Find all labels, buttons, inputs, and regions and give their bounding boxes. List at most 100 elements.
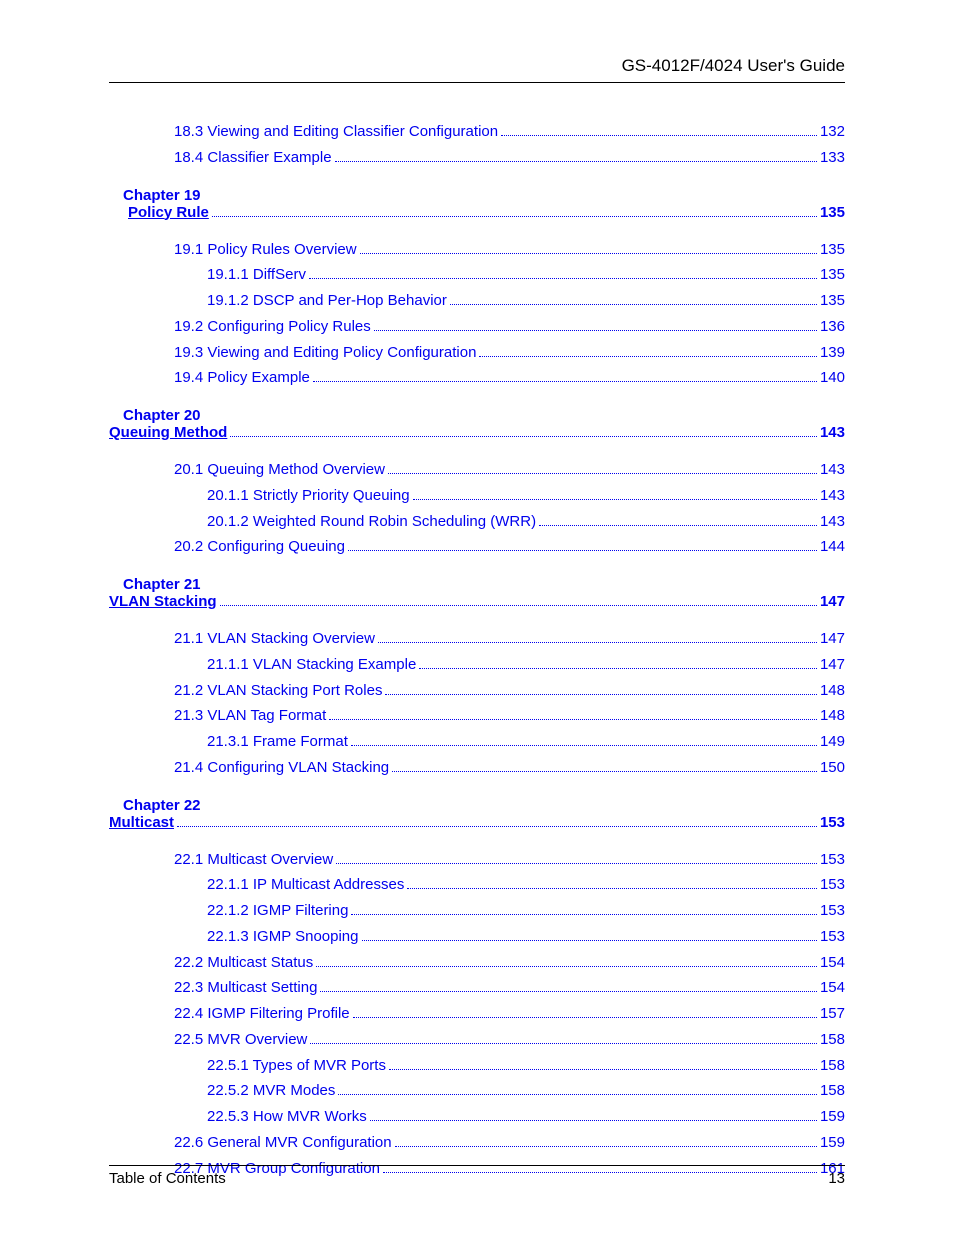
toc-link[interactable]: 22.4 IGMP Filtering Profile (174, 1003, 350, 1025)
toc-page-number[interactable]: 149 (820, 731, 845, 753)
toc-page-number[interactable]: 154 (820, 952, 845, 974)
toc-link[interactable]: 22.5.2 MVR Modes (207, 1080, 335, 1102)
toc-page-number[interactable]: 136 (820, 316, 845, 338)
toc-link[interactable]: 22.5.1 Types of MVR Ports (207, 1055, 386, 1077)
chapter-page-number[interactable]: 135 (820, 204, 845, 221)
toc-link[interactable]: 21.2 VLAN Stacking Port Roles (174, 680, 382, 702)
toc-link[interactable]: 21.3.1 Frame Format (207, 731, 348, 753)
toc-page-number[interactable]: 143 (820, 511, 845, 533)
toc-link[interactable]: 22.2 Multicast Status (174, 952, 313, 974)
toc-page-number[interactable]: 148 (820, 680, 845, 702)
toc-entry: 22.1 Multicast Overview 153 (109, 849, 845, 871)
chapter-label[interactable]: Chapter 20 (109, 407, 845, 424)
chapter-title-link[interactable]: VLAN Stacking (109, 593, 217, 610)
toc-link[interactable]: 22.1 Multicast Overview (174, 849, 333, 871)
toc-link[interactable]: 19.2 Configuring Policy Rules (174, 316, 371, 338)
toc-link[interactable]: 21.3 VLAN Tag Format (174, 705, 326, 727)
toc-page-number[interactable]: 135 (820, 239, 845, 261)
chapter-title-link[interactable]: Multicast (109, 814, 174, 831)
toc-link[interactable]: 20.2 Configuring Queuing (174, 536, 345, 558)
toc-page-number[interactable]: 159 (820, 1106, 845, 1128)
toc-entry: 22.5.2 MVR Modes 158 (109, 1080, 845, 1102)
toc-leader-dots (392, 771, 817, 772)
toc-page-number[interactable]: 158 (820, 1080, 845, 1102)
toc-link[interactable]: 20.1.1 Strictly Priority Queuing (207, 485, 410, 507)
chapter-entries: 20.1 Queuing Method Overview 143 20.1.1 S… (109, 459, 845, 558)
toc-entry: 22.5.1 Types of MVR Ports 158 (109, 1055, 845, 1077)
toc-link[interactable]: 19.1.1 DiffServ (207, 264, 306, 286)
toc-link[interactable]: 22.6 General MVR Configuration (174, 1132, 392, 1154)
toc-link[interactable]: 19.3 Viewing and Editing Policy Configur… (174, 342, 476, 364)
toc-page-number[interactable]: 143 (820, 485, 845, 507)
toc-page-number[interactable]: 135 (820, 264, 845, 286)
toc-page-number[interactable]: 153 (820, 900, 845, 922)
toc-page-number[interactable]: 132 (820, 121, 845, 143)
toc-leader-dots (309, 278, 817, 279)
toc-leader-dots (212, 216, 817, 217)
chapter-page-number[interactable]: 153 (820, 814, 845, 831)
chapter-title-link[interactable]: Policy Rule (128, 204, 209, 221)
toc-page-number[interactable]: 133 (820, 147, 845, 169)
toc-page-number[interactable]: 158 (820, 1055, 845, 1077)
toc-page-number[interactable]: 143 (820, 459, 845, 481)
toc-link[interactable]: 21.1.1 VLAN Stacking Example (207, 654, 416, 676)
toc-leader-dots (413, 499, 817, 500)
toc-entry: 18.4 Classifier Example 133 (109, 147, 845, 169)
toc-link[interactable]: 19.1 Policy Rules Overview (174, 239, 357, 261)
page-header-title: GS-4012F/4024 User's Guide (109, 56, 845, 83)
toc-page-number[interactable]: 157 (820, 1003, 845, 1025)
toc-link[interactable]: 19.1.2 DSCP and Per-Hop Behavior (207, 290, 447, 312)
toc-link[interactable]: 22.3 Multicast Setting (174, 977, 317, 999)
toc-page-number[interactable]: 154 (820, 977, 845, 999)
chapter-label[interactable]: Chapter 21 (109, 576, 845, 593)
toc-leader-dots (374, 330, 817, 331)
chapter-entries: 21.1 VLAN Stacking Overview 147 21.1.1 VL… (109, 628, 845, 779)
toc-page-number[interactable]: 150 (820, 757, 845, 779)
toc-leader-dots (389, 1069, 817, 1070)
toc-link[interactable]: 22.1.2 IGMP Filtering (207, 900, 348, 922)
footer-left-text: Table of Contents (109, 1170, 226, 1187)
toc-entry: 22.5.3 How MVR Works 159 (109, 1106, 845, 1128)
toc-page-number[interactable]: 153 (820, 926, 845, 948)
chapter-page-number[interactable]: 147 (820, 593, 845, 610)
toc-leader-dots (479, 356, 817, 357)
toc-leader-dots (388, 473, 817, 474)
toc-page-number[interactable]: 144 (820, 536, 845, 558)
toc-page-number[interactable]: 139 (820, 342, 845, 364)
toc-link[interactable]: 18.3 Viewing and Editing Classifier Conf… (174, 121, 498, 143)
toc-entry: 21.4 Configuring VLAN Stacking 150 (109, 757, 845, 779)
toc-link[interactable]: 21.4 Configuring VLAN Stacking (174, 757, 389, 779)
toc-page-number[interactable]: 159 (820, 1132, 845, 1154)
toc-leader-dots (310, 1043, 817, 1044)
toc-link[interactable]: 22.1.3 IGMP Snooping (207, 926, 359, 948)
toc-entry: 22.4 IGMP Filtering Profile 157 (109, 1003, 845, 1025)
toc-link[interactable]: 20.1.2 Weighted Round Robin Scheduling (… (207, 511, 536, 533)
toc-link[interactable]: 19.4 Policy Example (174, 367, 310, 389)
toc-link[interactable]: 22.1.1 IP Multicast Addresses (207, 874, 404, 896)
toc-page-number[interactable]: 147 (820, 654, 845, 676)
toc-link[interactable]: 21.1 VLAN Stacking Overview (174, 628, 375, 650)
chapter-title-row: Queuing Method 143 (109, 424, 845, 441)
chapter-page-number[interactable]: 143 (820, 424, 845, 441)
chapter-title-link[interactable]: Queuing Method (109, 424, 227, 441)
chapter-label[interactable]: Chapter 19 (109, 187, 845, 204)
toc-page-number[interactable]: 140 (820, 367, 845, 389)
toc-leader-dots (329, 719, 817, 720)
toc-entry: 19.1.2 DSCP and Per-Hop Behavior 135 (109, 290, 845, 312)
toc-entry: 21.3 VLAN Tag Format 148 (109, 705, 845, 727)
toc-entry: 20.1.2 Weighted Round Robin Scheduling (… (109, 511, 845, 533)
toc-page-number[interactable]: 148 (820, 705, 845, 727)
toc-leader-dots (351, 745, 817, 746)
toc-link[interactable]: 22.5.3 How MVR Works (207, 1106, 367, 1128)
toc-page-number[interactable]: 153 (820, 874, 845, 896)
toc-link[interactable]: 22.5 MVR Overview (174, 1029, 307, 1051)
toc-page-number[interactable]: 147 (820, 628, 845, 650)
toc-page-number[interactable]: 158 (820, 1029, 845, 1051)
toc-link[interactable]: 20.1 Queuing Method Overview (174, 459, 385, 481)
toc-entry: 22.1.3 IGMP Snooping 153 (109, 926, 845, 948)
chapter-label[interactable]: Chapter 22 (109, 797, 845, 814)
toc-page-number[interactable]: 153 (820, 849, 845, 871)
toc-link[interactable]: 18.4 Classifier Example (174, 147, 332, 169)
toc-page-number[interactable]: 135 (820, 290, 845, 312)
chapter-title-row: Policy Rule 135 (109, 204, 845, 221)
